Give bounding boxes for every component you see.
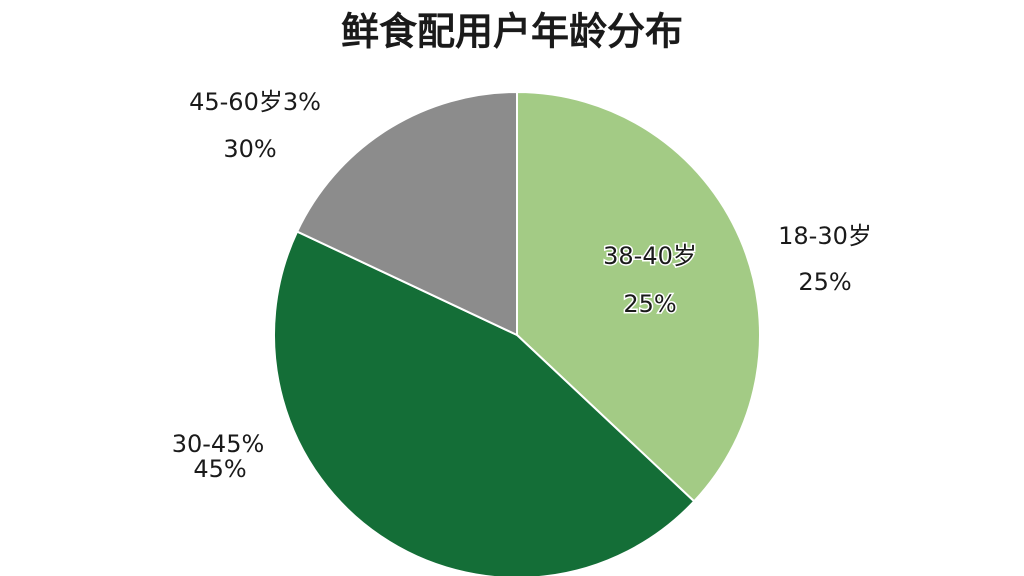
pie-slice xyxy=(295,90,518,337)
inner-label: 25% xyxy=(623,290,676,318)
pie-slice xyxy=(273,230,696,576)
slice-label: 18-30岁 xyxy=(778,222,872,250)
slice-label: 30-45% xyxy=(172,430,265,458)
chart-title: 鲜食配用户年龄分布 xyxy=(341,10,683,54)
pie-slice xyxy=(516,90,761,503)
slice-percent: 30% xyxy=(223,135,276,163)
slice-label: 45-60岁3% xyxy=(189,88,321,116)
slice-percent: 25% xyxy=(798,268,851,296)
slice-percent: 45% xyxy=(193,455,246,483)
inner-label: 38-40岁 xyxy=(603,242,697,270)
